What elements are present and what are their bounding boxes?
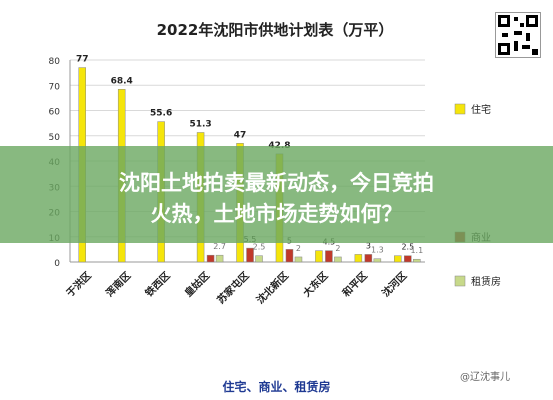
legend-label: 租赁房: [471, 275, 501, 288]
data-label: 1.3: [371, 246, 384, 255]
data-label: 2: [296, 244, 301, 253]
footer-caption: 住宅、商业、租赁房: [222, 380, 331, 394]
y-tick-label: 60: [49, 108, 61, 118]
bar-租赁房: [373, 258, 382, 263]
headline-banner: 沈阳土地拍卖最新动态，今日竞拍 火热，土地市场走势如何？: [0, 146, 553, 243]
y-tick-label: 80: [49, 57, 61, 67]
data-label: 2.7: [213, 242, 226, 251]
chart-title: 2022年沈阳市供地计划表（万平）: [157, 21, 394, 39]
legend-swatch: [454, 103, 466, 115]
bar-租赁房: [255, 255, 263, 263]
y-tick-label: 0: [54, 259, 60, 269]
headline: 沈阳土地拍卖最新动态，今日竞拍 火热，土地市场走势如何？: [0, 168, 553, 230]
headline-line-2: 火热，土地市场走势如何？: [150, 202, 403, 226]
data-label: 77: [76, 55, 89, 65]
legend-swatch: [454, 275, 466, 287]
bar-租赁房: [413, 258, 421, 263]
bar-住宅: [354, 254, 363, 263]
data-label: 55.6: [150, 109, 172, 119]
bar-商业: [246, 247, 254, 263]
data-label: 1.1: [410, 246, 423, 255]
bar-租赁房: [215, 254, 224, 263]
y-tick-label: 50: [49, 133, 61, 143]
data-label: 51.3: [189, 119, 211, 129]
data-label: 2.5: [401, 243, 414, 252]
bar-商业: [404, 255, 412, 263]
data-label: 42.8: [268, 141, 290, 151]
data-label: 3: [366, 241, 371, 250]
bar-住宅: [394, 255, 402, 263]
bar-住宅: [315, 250, 323, 263]
qr-code-icon: [495, 12, 541, 58]
y-tick-label: 70: [49, 82, 61, 92]
bar-租赁房: [334, 256, 342, 263]
headline-line-1: 沈阳土地拍卖最新动态，今日竞拍: [119, 171, 434, 195]
data-label: 68.4: [111, 76, 133, 86]
bar-商业: [325, 250, 333, 263]
data-label: 2: [335, 244, 340, 253]
bar-商业: [364, 254, 373, 263]
bar-商业: [206, 254, 215, 263]
data-label: 2.5: [253, 243, 266, 252]
bar-租赁房: [294, 256, 303, 263]
data-label: 47: [234, 130, 247, 140]
legend-label: 住宅: [471, 103, 491, 116]
bar-商业: [285, 249, 294, 263]
watermark: @辽沈事儿: [460, 372, 510, 383]
